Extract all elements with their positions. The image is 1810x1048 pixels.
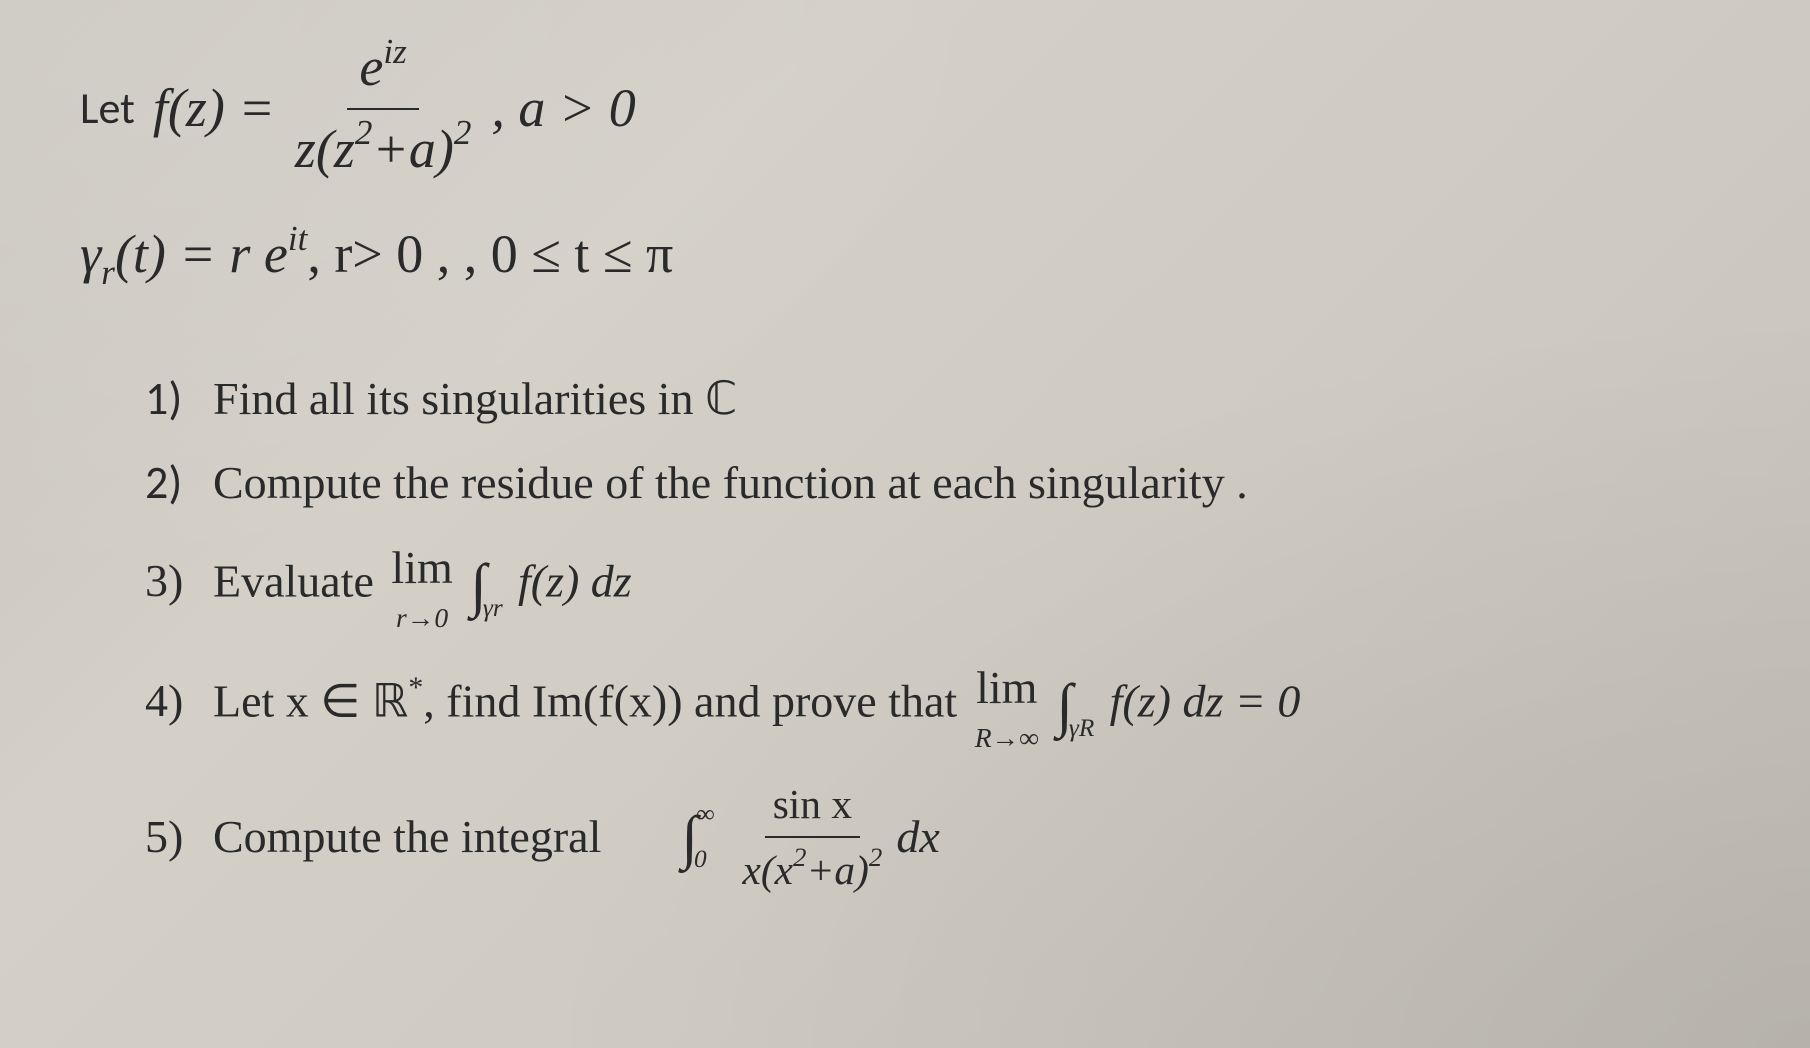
q4-integral: ∫ γR bbox=[1056, 659, 1098, 752]
q4-text: Let x ∈ ℝ*, find Im(f(x)) and prove that… bbox=[213, 652, 1300, 760]
q5-fraction: sin x x(x2+a)2 bbox=[734, 772, 890, 902]
function-definition: Let f(z) = eiz z(z2+a)2 , a > 0 bbox=[80, 30, 1730, 187]
fraction-denominator: z(z2+a)2 bbox=[283, 110, 484, 188]
q4-number: 4) bbox=[145, 665, 195, 736]
q4-limit: lim R→∞ bbox=[975, 652, 1039, 760]
let-label: Let bbox=[80, 78, 135, 140]
gamma-definition: γr(t) = r eit, r> 0 , , 0 ≤ t ≤ π bbox=[80, 222, 1730, 293]
q3-text: Evaluate lim r→0 ∫ γr f(z) dz bbox=[213, 532, 632, 640]
q3-limit: lim r→0 bbox=[391, 532, 452, 640]
questions-list: 1) Find all its singularities in ℂ 2) Co… bbox=[80, 363, 1730, 902]
q1-number: 1) bbox=[145, 364, 195, 435]
page-content: Let f(z) = eiz z(z2+a)2 , a > 0 γr(t) = … bbox=[80, 30, 1730, 902]
q5-text: Compute the integral bbox=[213, 801, 601, 872]
condition-a: , a > 0 bbox=[491, 71, 635, 147]
q1-text: Find all its singularities in ℂ bbox=[213, 363, 737, 434]
q5-number: 5) bbox=[145, 801, 195, 872]
q2-text: Compute the residue of the function at e… bbox=[213, 447, 1248, 518]
main-fraction: eiz z(z2+a)2 bbox=[283, 30, 484, 187]
q5-integral: ∫ 0 ∞ sin x x(x2+a)2 dx bbox=[681, 772, 939, 902]
func-equation: f(z) = eiz z(z2+a)2 , a > 0 bbox=[153, 30, 636, 187]
question-1: 1) Find all its singularities in ℂ bbox=[145, 363, 1730, 435]
q2-number: 2) bbox=[145, 448, 195, 519]
question-4: 4) Let x ∈ ℝ*, find Im(f(x)) and prove t… bbox=[145, 652, 1730, 760]
q3-integral: ∫ γr bbox=[470, 539, 506, 632]
fraction-numerator: eiz bbox=[347, 30, 418, 110]
question-5: 5) Compute the integral ∫ 0 ∞ sin x x(x2… bbox=[145, 772, 1730, 902]
q3-number: 3) bbox=[145, 545, 195, 616]
q5-content: Compute the integral ∫ 0 ∞ sin x x(x2+a)… bbox=[213, 772, 940, 902]
question-2: 2) Compute the residue of the function a… bbox=[145, 447, 1730, 519]
question-3: 3) Evaluate lim r→0 ∫ γr f(z) dz bbox=[145, 532, 1730, 640]
func-lhs: f(z) = bbox=[153, 71, 275, 147]
